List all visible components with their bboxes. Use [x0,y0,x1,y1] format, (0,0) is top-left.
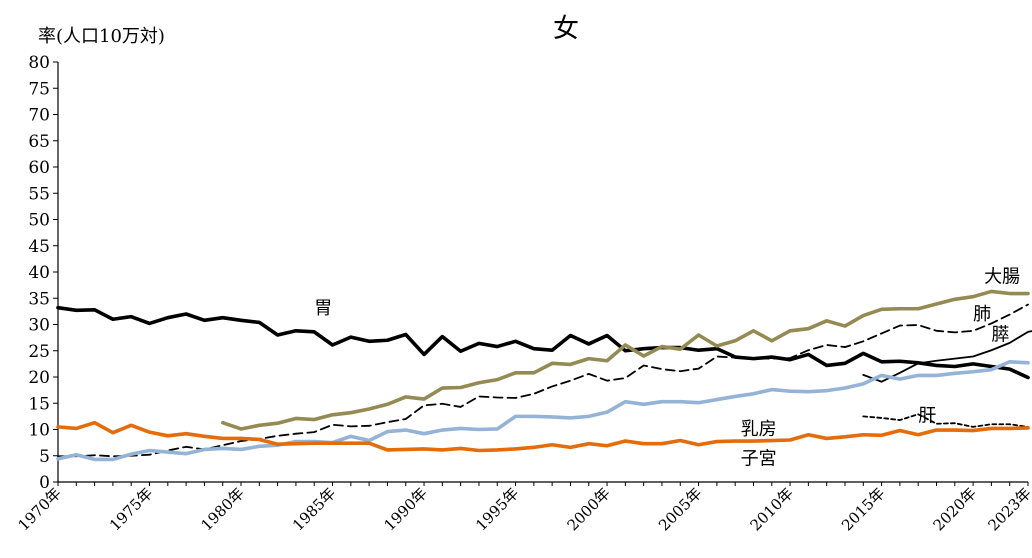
series-label-胃: 胃 [314,298,332,319]
y-tick-label: 65 [28,132,50,152]
series-line-胃 [56,305,1030,380]
y-tick-label: 10 [28,421,50,441]
series-label-乳房: 乳房 [741,419,777,440]
y-axis-label: 率(人口10万対) [38,26,165,47]
x-tick-label: 2010年 [747,484,797,534]
y-tick-label: 30 [28,316,50,336]
series-line-肝 [862,413,1029,428]
y-tick-label: 75 [28,79,50,99]
x-tick-label: 1985年 [289,484,339,534]
y-tick-label: 70 [28,106,50,126]
x-tick-label: 1975年 [106,484,156,534]
x-tick-label: 2020年 [930,484,980,534]
series-line-肺 [57,303,1029,458]
series-lines [56,289,1032,462]
x-tick-label: 2000年 [564,484,614,534]
series-label-大腸: 大腸 [984,267,1020,288]
y-tick-label: 20 [28,368,50,388]
y-tick-label: 5 [39,447,50,467]
series-label-肝: 肝 [918,406,936,427]
y-axis-ticks: 0 5 10 15 20 25 30 35 40 45 50 55 60 65 70 75 80 [28,53,58,493]
y-tick-label: 25 [28,342,50,362]
x-tick-label: 1990年 [381,484,431,534]
x-axis-ticks: 1970年 1975年 1980年 1985年 1990年 1995年 2000年 2005年… [14,482,1032,534]
x-tick-label: 2005年 [655,484,705,534]
y-tick-label: 80 [28,53,50,73]
y-tick-label: 15 [28,394,50,414]
series-line-大腸 [220,289,1030,431]
x-tick-label: 2015年 [838,484,888,534]
x-tick-label: 1995年 [472,484,522,534]
y-tick-label: 60 [28,158,50,178]
y-tick-label: 40 [28,263,50,283]
axes [57,62,1028,483]
series-line-子宮 [56,420,1030,453]
y-tick-label: 45 [28,237,50,257]
y-tick-label: 35 [28,289,50,309]
x-tick-label: 2023年 [984,484,1032,534]
y-tick-label: 50 [28,211,50,231]
series-line-膵 [862,330,1032,383]
series-label-膵: 膵 [991,324,1009,345]
y-tick-label: 55 [28,184,50,204]
series-label-肺: 肺 [973,304,991,325]
x-tick-label: 1980年 [198,484,248,534]
y-tick-label: 0 [39,473,50,493]
series-line-乳房 [56,359,1030,462]
chart-title: 女 [553,14,579,44]
series-label-子宮: 子宮 [741,449,777,470]
